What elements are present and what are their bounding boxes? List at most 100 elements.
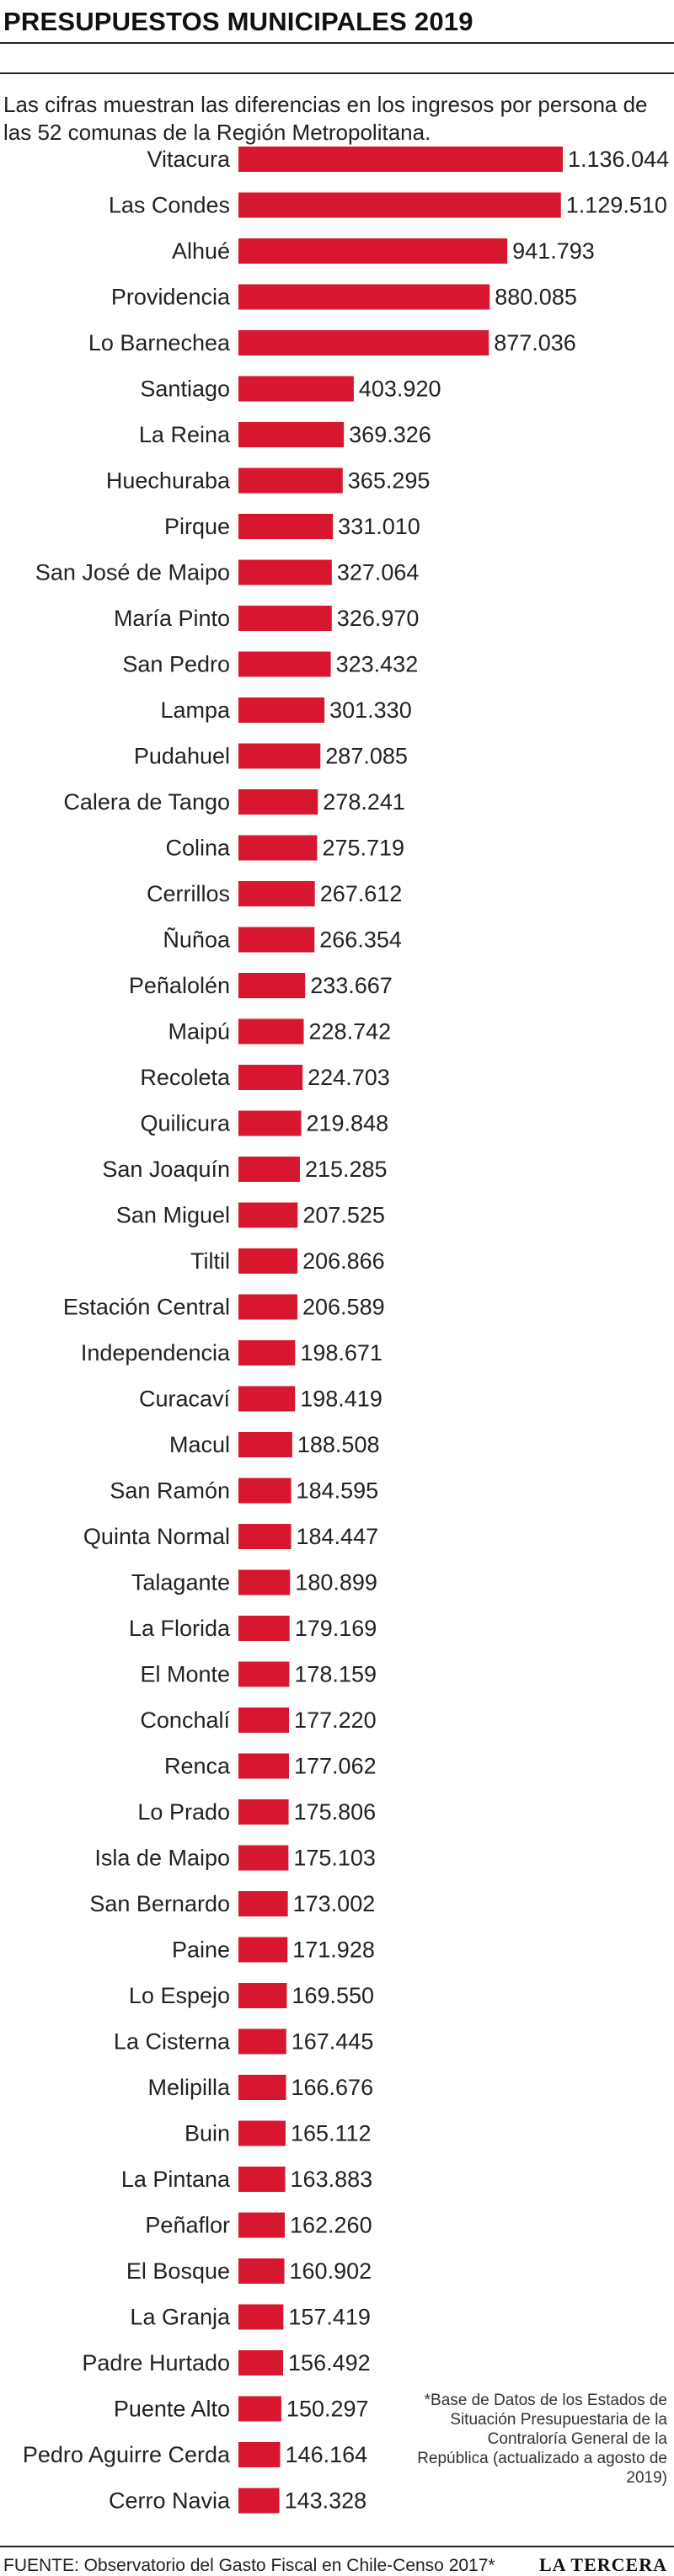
category-label: San Miguel bbox=[116, 1203, 230, 1228]
value-label: 323.432 bbox=[336, 652, 419, 677]
category-label: Quinta Normal bbox=[83, 1524, 230, 1549]
value-label: 1.136.044 bbox=[568, 147, 669, 172]
bar bbox=[238, 1983, 287, 2008]
source-text: FUENTE: Observatorio del Gasto Fiscal en… bbox=[3, 2556, 495, 2575]
category-label: San Joaquín bbox=[102, 1157, 230, 1182]
value-label: 180.899 bbox=[295, 1570, 377, 1595]
bar bbox=[238, 2212, 285, 2238]
value-label: 267.612 bbox=[320, 881, 403, 906]
bar bbox=[238, 468, 343, 494]
value-label: 150.297 bbox=[286, 2397, 369, 2422]
value-label: 178.159 bbox=[294, 1662, 377, 1687]
footnote: *Base de Datos de los Estados de Situaci… bbox=[417, 2392, 667, 2487]
bar bbox=[238, 1478, 292, 1504]
value-label: 215.285 bbox=[305, 1157, 388, 1182]
category-label: Pirque bbox=[164, 514, 230, 539]
bar bbox=[238, 2304, 284, 2330]
value-label: 166.676 bbox=[291, 2075, 373, 2100]
category-label: Santiago bbox=[140, 377, 230, 402]
category-label: La Pintana bbox=[121, 2167, 231, 2192]
bar bbox=[238, 1432, 292, 1457]
bar bbox=[238, 2075, 286, 2100]
value-label: 224.703 bbox=[308, 1065, 390, 1090]
category-label: Lo Barnechea bbox=[88, 330, 231, 355]
category-label: El Monte bbox=[140, 1662, 230, 1687]
category-label: Providencia bbox=[111, 285, 231, 310]
bar bbox=[238, 743, 321, 769]
value-label: 365.295 bbox=[348, 468, 431, 494]
value-label: 184.595 bbox=[297, 1478, 379, 1504]
top-divider bbox=[0, 42, 674, 44]
bar bbox=[238, 2028, 286, 2055]
category-label: Recoleta bbox=[140, 1065, 231, 1090]
bar bbox=[238, 881, 315, 906]
category-label: Melipilla bbox=[147, 2075, 231, 2100]
bar bbox=[238, 1294, 298, 1320]
value-label: 278.241 bbox=[323, 789, 405, 815]
value-label: 1.129.510 bbox=[566, 193, 667, 218]
value-label: 169.550 bbox=[292, 1983, 374, 2008]
value-label: 177.062 bbox=[294, 1754, 377, 1779]
bar bbox=[238, 2350, 284, 2376]
subtitle-divider bbox=[0, 72, 674, 74]
category-label: La Florida bbox=[129, 1616, 231, 1641]
value-label: 369.326 bbox=[349, 422, 431, 447]
value-label: 207.525 bbox=[302, 1203, 385, 1228]
bar bbox=[238, 1386, 296, 1412]
value-label: 162.260 bbox=[290, 2213, 372, 2238]
bar bbox=[238, 514, 334, 539]
category-label: Maipú bbox=[168, 1019, 230, 1045]
bar bbox=[238, 2442, 281, 2467]
bar bbox=[238, 559, 332, 585]
value-label: 266.354 bbox=[319, 927, 402, 953]
value-label: 877.036 bbox=[494, 330, 576, 355]
category-label: Padre Hurtado bbox=[82, 2350, 230, 2376]
value-label: 175.103 bbox=[293, 1846, 376, 1871]
category-label: Las Condes bbox=[109, 193, 230, 218]
bar bbox=[238, 1524, 292, 1549]
bar bbox=[238, 1937, 288, 1963]
category-label: Peñalolén bbox=[129, 973, 230, 998]
category-label: San Ramón bbox=[110, 1478, 230, 1504]
bar bbox=[238, 697, 325, 723]
bar bbox=[238, 1891, 288, 1916]
bar bbox=[238, 2167, 286, 2192]
value-label: 206.589 bbox=[302, 1295, 385, 1320]
value-label: 228.742 bbox=[309, 1019, 392, 1045]
bar bbox=[238, 789, 318, 815]
value-label: 157.419 bbox=[288, 2305, 371, 2330]
bar bbox=[238, 1661, 290, 1687]
bar bbox=[238, 376, 354, 402]
bar bbox=[238, 1845, 289, 1871]
category-label: Huechuraba bbox=[106, 468, 231, 494]
value-label: 179.169 bbox=[295, 1616, 377, 1641]
category-label: Curacaví bbox=[139, 1387, 231, 1412]
bar bbox=[238, 330, 489, 355]
footer-divider bbox=[0, 2546, 674, 2547]
category-label: Cerrillos bbox=[147, 881, 230, 906]
value-label: 143.328 bbox=[285, 2488, 367, 2514]
category-label: Renca bbox=[164, 1754, 231, 1779]
bar bbox=[238, 284, 490, 310]
value-label: 198.671 bbox=[300, 1340, 382, 1365]
bar bbox=[238, 422, 345, 447]
value-label: 167.445 bbox=[292, 2029, 374, 2055]
bar bbox=[238, 1018, 304, 1045]
value-label: 287.085 bbox=[325, 744, 408, 769]
category-label: Ñuñoa bbox=[163, 927, 231, 953]
bar bbox=[238, 1569, 291, 1595]
category-label: Vitacura bbox=[147, 147, 231, 172]
value-label: 301.330 bbox=[329, 697, 412, 723]
bar bbox=[238, 2488, 280, 2514]
category-label: San Pedro bbox=[122, 652, 230, 677]
value-label: 173.002 bbox=[293, 1891, 376, 1916]
category-label: Macul bbox=[169, 1432, 230, 1457]
value-label: 880.085 bbox=[495, 285, 577, 310]
category-label: Lo Prado bbox=[137, 1799, 230, 1825]
bar bbox=[238, 1708, 290, 1733]
chart-subtitle: Las cifras muestran las diferencias en l… bbox=[3, 92, 648, 145]
bar bbox=[238, 973, 306, 998]
value-label: 163.883 bbox=[291, 2167, 373, 2192]
bar bbox=[238, 2396, 281, 2422]
category-label: Alhué bbox=[172, 238, 230, 264]
